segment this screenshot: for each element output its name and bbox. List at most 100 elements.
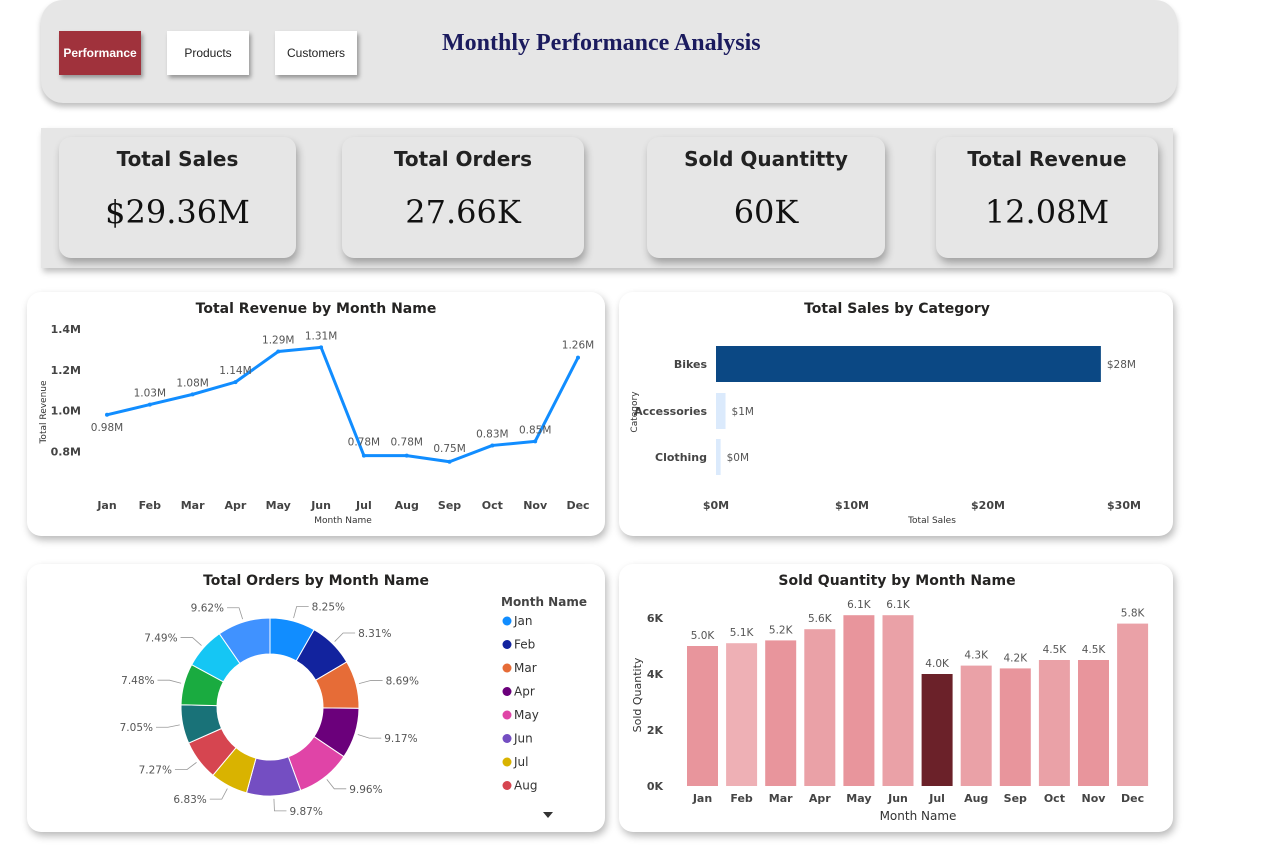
legend-swatch [502,640,512,649]
legend-title: Month Name [501,595,587,609]
x-tick-label: Mar [181,499,205,512]
leader-line [180,637,202,646]
leader-line [273,798,287,812]
data-label: 5.6K [808,613,833,625]
data-label: 6.1K [886,599,911,611]
data-label: 0.78M [391,437,423,449]
quantity-bar[interactable] [843,615,875,786]
data-point [361,453,366,458]
leader-line [358,680,383,684]
x-tick-label: Jun [887,792,908,805]
data-point [490,443,495,448]
x-tick-label: Jul [928,792,945,805]
data-label: 5.0K [691,630,716,642]
kpi-card-total-revenue: Total Revenue 12.08M [936,137,1158,258]
data-label: 6.1K [847,599,872,611]
legend-item[interactable]: Jan [513,614,533,628]
quantity-bar[interactable] [921,674,953,786]
data-label: 1.29M [262,334,294,346]
quantity-bar[interactable] [804,629,836,786]
kpi-card-total-orders: Total Orders 27.66K [342,137,584,258]
leader-line [293,606,309,619]
card-orders-donut: Total Orders by Month Name 8.25% 8.31% 8.69… [27,564,605,832]
quantity-bar[interactable] [999,668,1031,786]
legend-swatch [502,757,512,767]
legend-item[interactable]: Feb [514,638,535,652]
data-label: 4.5K [1043,644,1068,656]
legend-item[interactable]: Mar [514,661,537,675]
card-category-bar: Total Sales by Category Bikes $28M Accessor… [619,292,1173,536]
quantity-bar[interactable] [1078,660,1109,786]
category-bar[interactable] [716,346,1101,382]
quantity-bar[interactable] [1117,623,1149,786]
data-label: 9.17% [384,733,417,745]
data-label: 0.83M [476,428,508,440]
data-point [576,355,580,360]
leader-line [157,679,182,684]
legend-item[interactable]: Jul [513,755,528,769]
y-tick-label: 2K [647,724,664,737]
data-label: 0.78M [348,437,380,449]
quantity-bar[interactable] [765,640,797,786]
x-tick-label: Jun [310,499,331,512]
revenue-line-chart[interactable]: Total Revenue by Month Name 0.8M 1.0M 1.2M 1… [27,292,605,536]
category-bar[interactable] [716,439,721,475]
revenue-series-line [106,345,580,464]
kpi-label: Sold Quantitty [684,147,848,171]
x-tick-label: Sep [438,499,461,512]
category-bar[interactable] [716,393,726,429]
data-label: 1.26M [562,340,594,352]
data-point [190,392,195,397]
data-label: 5.2K [769,624,794,636]
quantity-bar[interactable] [1038,660,1070,786]
x-tick-label: Nov [523,499,548,512]
category-label: Bikes [674,358,708,371]
x-tick-label: Jul [355,499,372,512]
y-axis-title: Category [630,391,640,433]
donut-slice[interactable] [218,617,271,665]
tab-products[interactable]: Products [167,31,249,75]
legend-item[interactable]: Apr [514,685,535,699]
kpi-value: $29.36M [105,193,250,231]
data-label: 0.75M [433,443,465,455]
x-tick-label: $30M [1107,499,1141,512]
x-axis-title: Month Name [314,516,372,526]
y-axis-title: Sold Quantity [631,657,644,732]
legend-swatch [502,781,512,790]
orders-donut-chart[interactable]: Total Orders by Month Name 8.25% 8.31% 8.69… [27,564,605,832]
quantity-bar[interactable] [882,615,914,786]
legend-item[interactable]: Aug [514,779,537,793]
data-label: 1.31M [305,330,337,342]
leader-line [326,779,347,790]
x-tick-label: Mar [769,792,793,805]
legend-item[interactable]: May [514,708,539,722]
x-tick-label: Dec [1121,792,1144,805]
data-label: 5.1K [730,627,755,639]
tab-customers[interactable]: Customers [275,31,357,75]
chart-title: Sold Quantity by Month Name [778,573,1015,589]
data-label: 1.03M [134,388,166,400]
kpi-label: Total Revenue [967,147,1127,171]
kpi-card-sold-quantity: Sold Quantitty 60K [647,137,885,258]
legend-scroll-down-icon[interactable] [543,812,553,818]
chart-title: Total Revenue by Month Name [196,301,437,317]
quantity-bar[interactable] [726,643,758,786]
y-tick-label: 1.4M [51,323,81,336]
data-point [404,453,409,458]
quantity-bar[interactable] [687,646,718,786]
data-label: $0M [727,452,749,464]
legend-item[interactable]: Jun [513,732,533,746]
x-axis-title: Month Name [880,809,957,823]
data-label: 4.3K [964,650,989,662]
data-label: 7.48% [121,675,154,687]
x-axis-title: Total Sales [907,516,956,526]
data-label: $1M [732,406,754,418]
data-label: $28M [1107,359,1136,371]
tab-performance[interactable]: Performance [59,31,141,75]
kpi-card-total-sales: Total Sales $29.36M [59,137,296,258]
y-tick-label: 4K [647,668,664,681]
category-bar-chart[interactable]: Total Sales by Category Bikes $28M Accessor… [619,292,1173,536]
quantity-bar-chart[interactable]: Sold Quantity by Month Name 0K 2K 4K 6K 5.0K J… [619,564,1173,832]
quantity-bar[interactable] [960,665,992,786]
x-tick-label: Feb [139,499,162,512]
